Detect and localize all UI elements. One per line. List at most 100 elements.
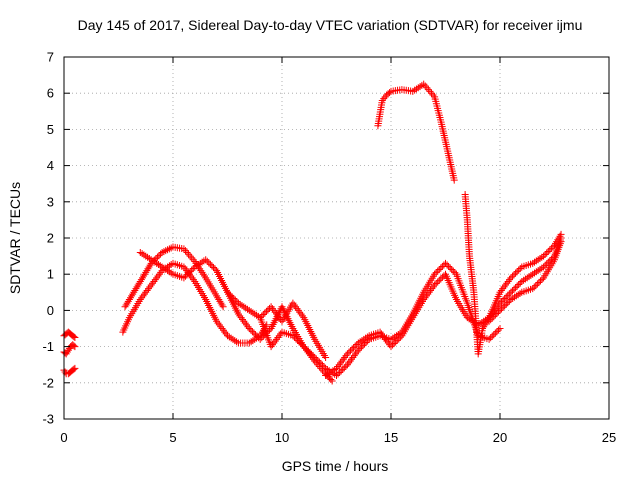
data-point <box>242 304 250 312</box>
data-point <box>136 248 144 256</box>
data-point <box>544 247 552 255</box>
data-point <box>211 265 219 273</box>
data-point <box>140 290 148 298</box>
data-point <box>247 326 255 334</box>
y-tick-label: 2 <box>47 231 54 246</box>
data-point <box>208 262 216 270</box>
data-point <box>434 278 442 286</box>
data-point <box>425 288 433 296</box>
data-point <box>494 326 502 334</box>
data-point <box>231 337 239 345</box>
data-point <box>156 262 164 270</box>
data-point <box>488 314 496 322</box>
x-tick-label: 5 <box>169 430 176 445</box>
data-point <box>70 365 78 373</box>
data-point <box>515 266 523 274</box>
data-point <box>389 341 397 349</box>
data-point <box>446 264 454 272</box>
data-point <box>132 285 140 293</box>
x-tick-label: 25 <box>602 430 616 445</box>
data-point <box>303 346 311 354</box>
x-axis-label: GPS time / hours <box>282 458 389 474</box>
data-point <box>534 267 542 275</box>
data-point <box>421 82 429 90</box>
data-point <box>390 339 398 347</box>
data-point <box>142 268 150 276</box>
data-point <box>392 338 400 346</box>
data-point <box>70 333 78 341</box>
data-point <box>414 84 422 92</box>
data-point <box>155 270 163 278</box>
data-point <box>142 252 150 260</box>
data-point <box>508 287 516 295</box>
data-point <box>434 267 442 275</box>
data-point <box>186 252 194 260</box>
data-point <box>381 93 389 101</box>
data-point <box>165 245 173 253</box>
data-point <box>383 337 391 345</box>
data-point <box>420 80 428 88</box>
data-point <box>429 91 437 99</box>
data-point <box>532 257 540 265</box>
data-point <box>268 341 276 349</box>
data-point <box>125 296 133 304</box>
data-point <box>328 377 336 385</box>
data-point <box>334 363 342 371</box>
data-point <box>259 311 267 319</box>
data-point <box>352 350 360 358</box>
y-tick-label: 6 <box>47 86 54 101</box>
data-point <box>219 326 227 334</box>
data-point <box>185 250 193 258</box>
data-point <box>290 333 298 341</box>
data-point <box>531 269 539 277</box>
data-point <box>379 332 387 340</box>
data-point <box>378 96 386 104</box>
series-arc-11 <box>461 191 565 358</box>
data-point <box>249 309 257 317</box>
data-point <box>196 259 204 267</box>
data-point <box>511 293 519 301</box>
data-point <box>151 276 159 284</box>
data-point <box>467 316 475 324</box>
data-point <box>241 319 249 327</box>
data-point <box>202 256 210 264</box>
data-point <box>450 176 458 184</box>
data-point <box>396 333 404 341</box>
data-point <box>501 302 509 310</box>
data-point <box>431 270 439 278</box>
data-point <box>296 308 304 316</box>
data-point <box>274 334 282 342</box>
data-point <box>238 302 246 310</box>
data-point <box>140 272 148 280</box>
data-point <box>323 370 331 378</box>
data-point <box>554 236 562 244</box>
data-point <box>273 310 281 318</box>
data-point <box>513 268 521 276</box>
y-tick-label: 3 <box>47 194 54 209</box>
data-point <box>418 81 426 89</box>
data-point <box>327 368 335 376</box>
data-point <box>205 259 213 267</box>
data-point <box>322 372 330 380</box>
data-point <box>312 355 320 363</box>
data-point <box>412 85 420 93</box>
data-point <box>266 326 274 334</box>
data-point <box>507 274 515 282</box>
data-point <box>308 350 316 358</box>
data-point <box>162 265 170 273</box>
data-point <box>136 296 144 304</box>
data-point <box>139 292 147 300</box>
data-point <box>294 336 302 344</box>
data-point <box>71 364 79 372</box>
data-point <box>427 89 435 97</box>
data-point <box>233 338 241 346</box>
data-point <box>507 296 515 304</box>
data-point <box>504 291 512 299</box>
data-point <box>234 310 242 318</box>
data-point <box>63 348 71 356</box>
data-point <box>514 291 522 299</box>
data-point <box>451 269 459 277</box>
data-point <box>214 294 222 302</box>
data-point <box>512 292 520 300</box>
data-point <box>496 306 504 314</box>
